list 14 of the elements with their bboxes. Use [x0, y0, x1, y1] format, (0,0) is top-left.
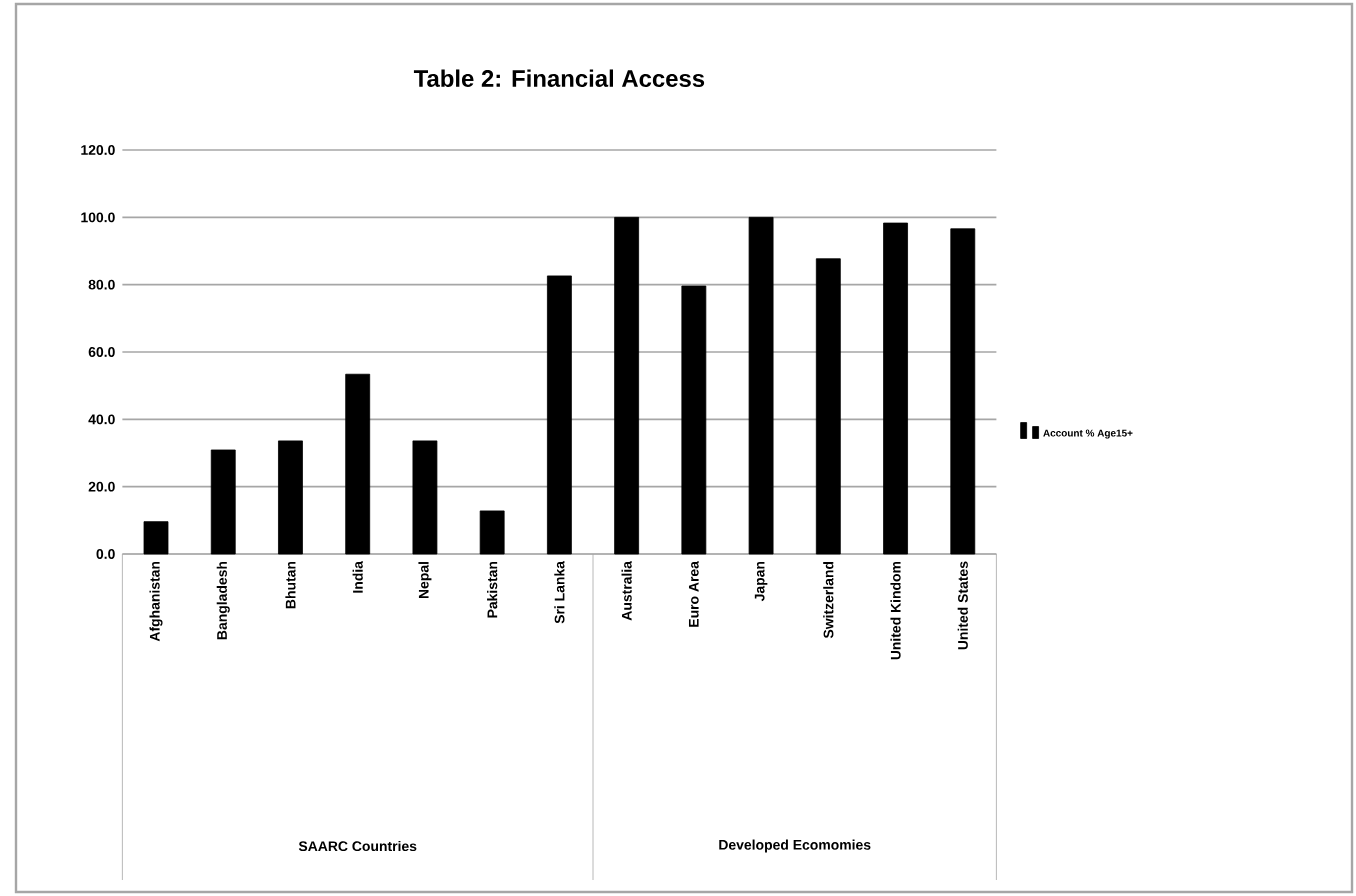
bar [681, 285, 707, 555]
bar [950, 228, 976, 555]
bar [815, 258, 841, 555]
bar [748, 216, 774, 555]
bar [345, 373, 371, 555]
bar [883, 222, 908, 555]
bar [479, 510, 505, 555]
chart-title: Table 2: Financial Access [413, 69, 705, 87]
bar [412, 440, 438, 555]
bar [143, 521, 169, 555]
bar [546, 275, 572, 555]
bar [614, 216, 640, 555]
bar [278, 440, 303, 555]
bar [210, 449, 236, 555]
